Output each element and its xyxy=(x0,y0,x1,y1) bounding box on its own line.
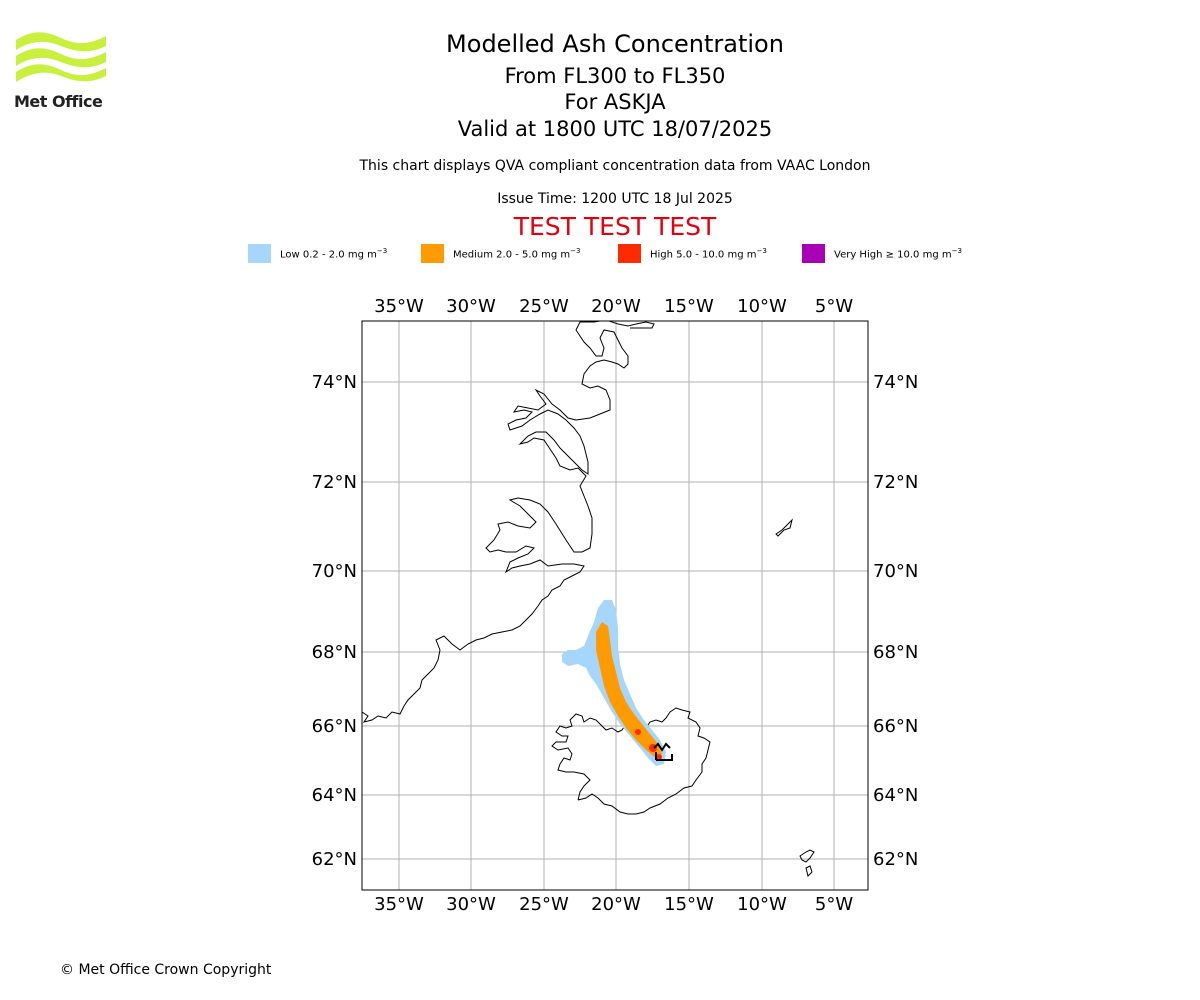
volcano-name: For ASKJA xyxy=(564,90,666,114)
latitude-label: 64°N xyxy=(873,785,918,806)
legend-label-high: High 5.0 - 10.0 mg m−3 xyxy=(650,247,767,261)
latitude-label: 70°N xyxy=(873,561,918,582)
latitude-labels-left: 74°N 72°N 70°N 68°N 66°N 64°N 62°N xyxy=(312,372,357,870)
longitude-label: 35°W xyxy=(374,894,424,915)
latitude-label: 74°N xyxy=(873,372,918,393)
longitude-label: 25°W xyxy=(519,894,569,915)
ash-area-high-3 xyxy=(656,754,662,760)
longitude-label: 15°W xyxy=(664,296,714,317)
longitude-label: 20°W xyxy=(591,296,641,317)
latitude-label: 72°N xyxy=(873,472,918,493)
longitude-label: 20°W xyxy=(591,894,641,915)
latitude-label: 62°N xyxy=(873,849,918,870)
legend-label-very-high: Very High ≥ 10.0 mg m−3 xyxy=(834,247,962,261)
latitude-label: 64°N xyxy=(312,785,357,806)
latitude-label: 66°N xyxy=(873,716,918,737)
legend-label-low: Low 0.2 - 2.0 mg m−3 xyxy=(280,247,388,261)
latitude-label: 74°N xyxy=(312,372,357,393)
legend-label-medium: Medium 2.0 - 5.0 mg m−3 xyxy=(453,247,581,261)
copyright: © Met Office Crown Copyright xyxy=(60,962,272,978)
latitude-label: 62°N xyxy=(312,849,357,870)
longitude-label: 25°W xyxy=(519,296,569,317)
valid-time: Valid at 1800 UTC 18/07/2025 xyxy=(457,117,773,141)
legend-swatch-high xyxy=(618,244,641,263)
latitude-label: 72°N xyxy=(312,472,357,493)
longitude-label: 15°W xyxy=(664,894,714,915)
longitude-label: 5°W xyxy=(815,296,853,317)
logo-text: Met Office xyxy=(14,92,103,111)
graticule xyxy=(362,321,868,890)
longitude-label: 5°W xyxy=(815,894,853,915)
faroe-islands-coastline xyxy=(799,849,815,877)
longitude-label: 10°W xyxy=(737,296,787,317)
flight-levels: From FL300 to FL350 xyxy=(504,64,726,88)
chart-title: Modelled Ash Concentration xyxy=(446,30,784,58)
latitude-label: 68°N xyxy=(312,642,357,663)
ash-area-high-1 xyxy=(635,729,641,735)
longitude-label: 10°W xyxy=(737,894,787,915)
longitude-label: 30°W xyxy=(446,894,496,915)
compliance-note: This chart displays QVA compliant concen… xyxy=(359,158,871,174)
latitude-labels-right: 74°N 72°N 70°N 68°N 66°N 64°N 62°N xyxy=(873,372,918,870)
latitude-label: 70°N xyxy=(312,561,357,582)
volcano-marker-icon xyxy=(653,742,673,761)
legend-swatch-very-high xyxy=(802,244,825,263)
met-office-waves-icon xyxy=(16,32,106,82)
longitude-labels-bottom: 35°W 30°W 25°W 20°W 15°W 10°W 5°W xyxy=(374,894,853,915)
latitude-label: 66°N xyxy=(312,716,357,737)
ash-area-medium xyxy=(596,622,662,758)
greenland-coastline xyxy=(362,321,655,723)
longitude-labels-top: 35°W 30°W 25°W 20°W 15°W 10°W 5°W xyxy=(374,296,853,317)
longitude-label: 35°W xyxy=(374,296,424,317)
map-frame xyxy=(361,320,869,891)
issue-time: Issue Time: 1200 UTC 18 Jul 2025 xyxy=(497,191,733,207)
jan-mayen-coastline xyxy=(775,518,793,537)
longitude-label: 30°W xyxy=(446,296,496,317)
met-office-logo: Met Office xyxy=(14,30,108,112)
legend-swatch-low xyxy=(248,244,271,263)
legend-swatch-medium xyxy=(421,244,444,263)
latitude-label: 68°N xyxy=(873,642,918,663)
test-banner: TEST TEST TEST xyxy=(513,212,717,241)
